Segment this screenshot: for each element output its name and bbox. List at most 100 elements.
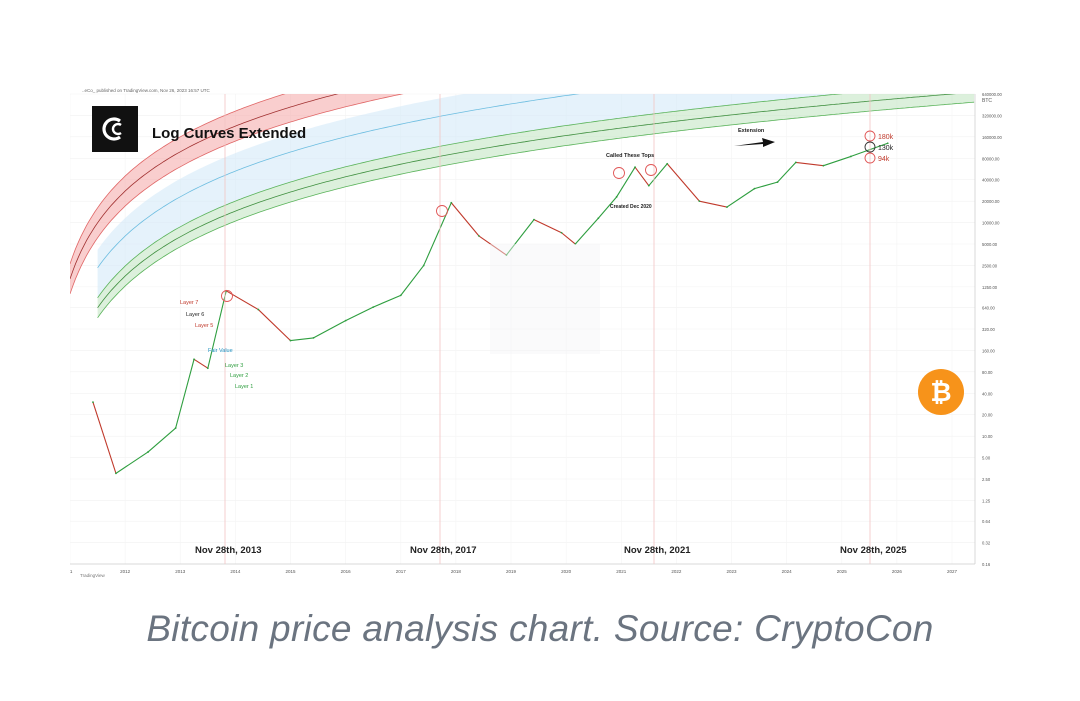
price-point [372,306,375,308]
price-segment [450,202,480,237]
layer2-curve [97,94,957,309]
x-tick-label: 2020 [561,569,572,574]
price-segment [478,235,507,256]
bitcoin-icon: ₿ [918,369,964,415]
x-tick-label: 2017 [396,569,407,574]
chart-card: ..eCo_ published on TradingView.com, Nov… [70,84,1010,580]
target-circle-high [864,130,876,142]
y-tick-label: 0.64 [982,519,991,524]
extension-label: Extension [738,128,765,134]
price-segment [193,358,209,369]
chart-svg: ..eCo_ published on TradingView.com, Nov… [70,88,1002,578]
price-point [399,294,402,297]
price-segment [726,188,755,208]
tradingview-watermark: TradingView [80,573,106,578]
price-point [533,218,535,221]
price-point [794,161,797,164]
curve-bands [70,94,975,319]
y-tick-label: 160000.00 [982,135,1002,140]
y-tick-label: 0.32 [982,541,991,546]
red-band [70,94,402,294]
price-point [257,308,260,311]
y-tick-label: 5000.00 [982,242,998,247]
y-tick-label: 80000.00 [982,156,1000,161]
price-point [597,217,600,220]
price-point [422,264,425,267]
price-segment [207,290,227,369]
price-point [647,184,650,187]
price-segment [850,142,888,157]
layer6-curve [70,94,339,280]
price-segment [92,402,117,474]
y-tick-label: 20000.00 [982,199,1000,204]
y-tick-label: 80.00 [982,370,993,375]
price-segment [372,294,401,308]
y-tick-label: 640.00 [982,306,995,311]
price-series [92,142,889,475]
top-circle-2017 [436,205,448,217]
figure-caption: Bitcoin price analysis chart. Source: Cr… [146,608,934,649]
target-high-label: 180k [878,134,894,141]
price-point [193,358,195,361]
x-tick-label: 2027 [947,569,958,574]
price-point [560,231,563,234]
price-segment [400,265,425,296]
price-point [289,339,292,342]
price-segment [345,306,374,322]
y-tick-label: 40.00 [982,391,993,396]
top-circle-2013 [221,290,233,302]
watermark-box [490,244,600,354]
price-point [477,235,480,237]
svg-text:₿: ₿ [930,378,951,408]
price-point [574,243,577,245]
layer1-curve [97,101,975,319]
y-tick-label: 2500.00 [982,263,998,268]
price-point [634,166,636,169]
top-circle-2021a [613,167,625,179]
price-segment [754,181,778,190]
target-mid-label: 130k [878,145,894,152]
price-point [505,254,508,256]
x-tick-label: 2023 [727,569,738,574]
cryptocon-logo-icon [92,106,138,152]
price-segment [290,337,314,342]
price-point [92,401,94,404]
published-line: ..eCo_ published on TradingView.com, Nov… [82,88,210,93]
price-segment [795,161,824,167]
x-tick-label: 2024 [782,569,793,574]
price-point [822,164,825,167]
layer5-curve [70,94,404,295]
date-label-2017: Nov 28th, 2017 [410,545,477,556]
x-tick-label: 2025 [837,569,848,574]
blue-band [97,94,839,298]
date-label-2025: Nov 28th, 2025 [840,545,907,556]
price-segment [533,219,562,234]
price-segment [561,232,576,245]
price-point [886,142,889,145]
y-tick-label: 10000.00 [982,221,1000,226]
x-tick-label: 2012 [120,569,131,574]
x-tick-label: 2019 [506,569,517,574]
x-tick-label: 2013 [175,569,186,574]
currency-label: BTC [982,98,992,104]
price-segment [666,163,700,202]
price-segment [574,217,599,245]
price-point [174,427,177,429]
price-segment [505,219,535,256]
fair-value-label: Fair Value [208,348,233,354]
y-tick-label: 40000.00 [982,178,1000,183]
price-segment [823,155,852,167]
price-point [450,201,453,204]
price-segment [225,290,259,311]
chart-title: Log Curves Extended [152,125,306,142]
price-point [615,195,618,198]
x-tick-label: 2021 [616,569,627,574]
layer3-label: Layer 3 [225,363,243,369]
x-tick-label: 2026 [892,569,903,574]
layer2-label: Layer 2 [230,373,248,379]
target-circle-mid [864,141,876,153]
layer3-curve [97,94,843,299]
layer5-label: Layer 5 [195,323,213,329]
y-tick-label: 0.16 [982,562,991,567]
price-segment [257,309,291,341]
